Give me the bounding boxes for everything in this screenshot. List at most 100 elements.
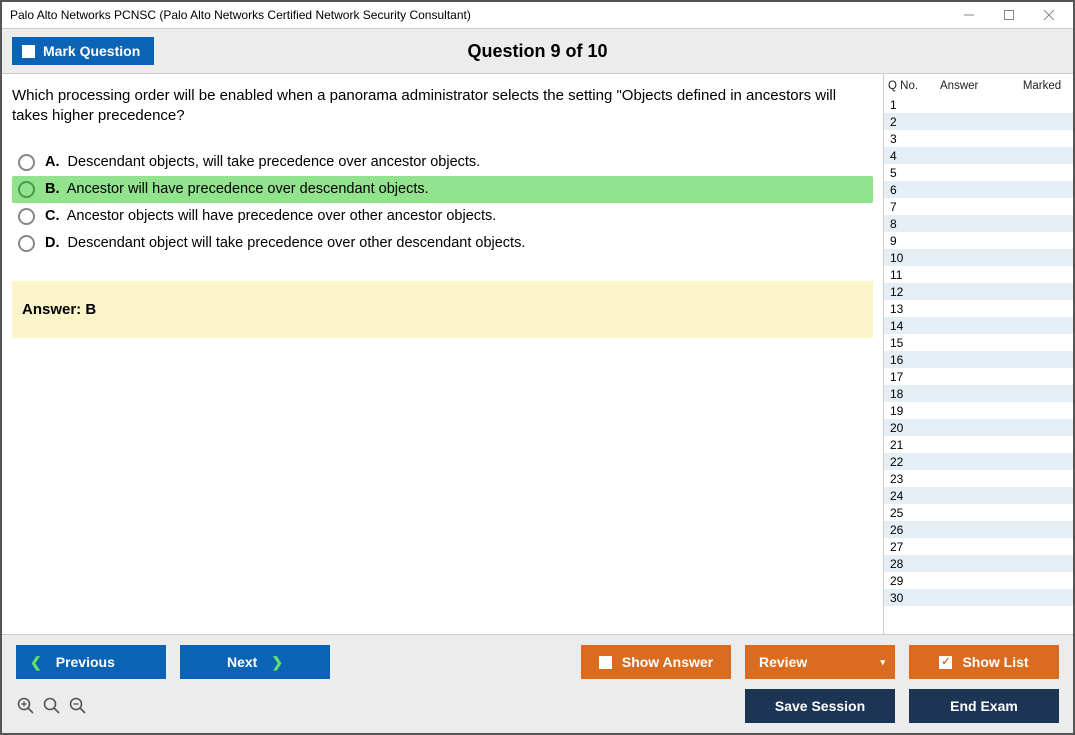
end-exam-label: End Exam bbox=[950, 698, 1018, 714]
review-button[interactable]: Review ▾ bbox=[745, 645, 895, 679]
col-qno: Q No. bbox=[888, 80, 932, 92]
question-number: 24 bbox=[890, 489, 920, 503]
question-list-row[interactable]: 23 bbox=[884, 470, 1073, 487]
previous-button[interactable]: ❮ Previous bbox=[16, 645, 166, 679]
question-list-row[interactable]: 11 bbox=[884, 266, 1073, 283]
question-number: 26 bbox=[890, 523, 920, 537]
question-list-row[interactable]: 30 bbox=[884, 589, 1073, 606]
window-controls bbox=[949, 3, 1069, 27]
close-button[interactable] bbox=[1029, 3, 1069, 27]
option-row[interactable]: B. Ancestor will have precedence over de… bbox=[12, 176, 873, 203]
question-list-row[interactable]: 24 bbox=[884, 487, 1073, 504]
question-list-row[interactable]: 1 bbox=[884, 96, 1073, 113]
question-number: 8 bbox=[890, 217, 920, 231]
question-list-row[interactable]: 2 bbox=[884, 113, 1073, 130]
question-list-row[interactable]: 5 bbox=[884, 164, 1073, 181]
question-list-row[interactable]: 20 bbox=[884, 419, 1073, 436]
option-label: B. Ancestor will have precedence over de… bbox=[45, 181, 429, 197]
question-number: 6 bbox=[890, 183, 920, 197]
titlebar: Palo Alto Networks PCNSC (Palo Alto Netw… bbox=[2, 2, 1073, 28]
show-list-button[interactable]: Show List bbox=[909, 645, 1059, 679]
question-number: 23 bbox=[890, 472, 920, 486]
checkbox-icon bbox=[599, 656, 612, 669]
next-button[interactable]: Next ❯ bbox=[180, 645, 330, 679]
question-number: 15 bbox=[890, 336, 920, 350]
question-list-row[interactable]: 28 bbox=[884, 555, 1073, 572]
save-session-button[interactable]: Save Session bbox=[745, 689, 895, 723]
question-list-row[interactable]: 15 bbox=[884, 334, 1073, 351]
question-number: 7 bbox=[890, 200, 920, 214]
minimize-button[interactable] bbox=[949, 3, 989, 27]
radio-icon bbox=[18, 208, 35, 225]
checkbox-icon bbox=[22, 45, 35, 58]
question-list-header: Q No. Answer Marked bbox=[884, 74, 1073, 96]
question-number: 10 bbox=[890, 251, 920, 265]
question-counter: Question 9 of 10 bbox=[467, 41, 607, 62]
content-area: Which processing order will be enabled w… bbox=[2, 74, 1073, 634]
question-list-row[interactable]: 21 bbox=[884, 436, 1073, 453]
radio-icon bbox=[18, 181, 35, 198]
question-number: 25 bbox=[890, 506, 920, 520]
question-list-row[interactable]: 17 bbox=[884, 368, 1073, 385]
show-answer-label: Show Answer bbox=[622, 654, 713, 670]
question-list-row[interactable]: 3 bbox=[884, 130, 1073, 147]
question-list-row[interactable]: 27 bbox=[884, 538, 1073, 555]
review-label: Review bbox=[759, 654, 807, 670]
question-list-row[interactable]: 26 bbox=[884, 521, 1073, 538]
question-list-row[interactable]: 29 bbox=[884, 572, 1073, 589]
answer-label: Answer: B bbox=[22, 301, 96, 318]
question-number: 4 bbox=[890, 149, 920, 163]
question-list-row[interactable]: 16 bbox=[884, 351, 1073, 368]
question-list-row[interactable]: 25 bbox=[884, 504, 1073, 521]
question-number: 27 bbox=[890, 540, 920, 554]
question-number: 13 bbox=[890, 302, 920, 316]
footer-row-2: Save Session End Exam bbox=[16, 689, 1059, 723]
question-list-row[interactable]: 22 bbox=[884, 453, 1073, 470]
question-list-row[interactable]: 7 bbox=[884, 198, 1073, 215]
question-number: 11 bbox=[890, 268, 920, 282]
question-number: 5 bbox=[890, 166, 920, 180]
question-number: 20 bbox=[890, 421, 920, 435]
zoom-in-icon[interactable] bbox=[16, 696, 36, 716]
question-list-row[interactable]: 12 bbox=[884, 283, 1073, 300]
question-list-row[interactable]: 13 bbox=[884, 300, 1073, 317]
question-number: 3 bbox=[890, 132, 920, 146]
option-label: C. Ancestor objects will have precedence… bbox=[45, 208, 496, 224]
option-row[interactable]: D. Descendant object will take precedenc… bbox=[12, 230, 873, 257]
end-exam-button[interactable]: End Exam bbox=[909, 689, 1059, 723]
zoom-reset-icon[interactable] bbox=[42, 696, 62, 716]
footer-bar: ❮ Previous Next ❯ Show Answer Review ▾ S… bbox=[2, 634, 1073, 733]
question-list-panel: Q No. Answer Marked 12345678910111213141… bbox=[883, 74, 1073, 634]
question-number: 17 bbox=[890, 370, 920, 384]
question-list-row[interactable]: 19 bbox=[884, 402, 1073, 419]
mark-question-button[interactable]: Mark Question bbox=[12, 37, 154, 65]
next-label: Next bbox=[227, 654, 257, 670]
question-list-row[interactable]: 14 bbox=[884, 317, 1073, 334]
chevron-down-icon: ▾ bbox=[880, 657, 885, 668]
maximize-button[interactable] bbox=[989, 3, 1029, 27]
question-list-row[interactable]: 10 bbox=[884, 249, 1073, 266]
zoom-out-icon[interactable] bbox=[68, 696, 88, 716]
question-number: 19 bbox=[890, 404, 920, 418]
previous-label: Previous bbox=[56, 654, 115, 670]
question-list-row[interactable]: 4 bbox=[884, 147, 1073, 164]
question-list-rows[interactable]: 1234567891011121314151617181920212223242… bbox=[884, 96, 1073, 634]
question-list-row[interactable]: 9 bbox=[884, 232, 1073, 249]
option-row[interactable]: A. Descendant objects, will take precede… bbox=[12, 149, 873, 176]
question-list-row[interactable]: 6 bbox=[884, 181, 1073, 198]
footer-row-1: ❮ Previous Next ❯ Show Answer Review ▾ S… bbox=[16, 645, 1059, 679]
question-number: 12 bbox=[890, 285, 920, 299]
zoom-controls bbox=[16, 696, 88, 716]
question-number: 9 bbox=[890, 234, 920, 248]
show-list-label: Show List bbox=[962, 654, 1028, 670]
question-number: 21 bbox=[890, 438, 920, 452]
question-list-row[interactable]: 8 bbox=[884, 215, 1073, 232]
question-number: 2 bbox=[890, 115, 920, 129]
show-answer-button[interactable]: Show Answer bbox=[581, 645, 731, 679]
option-row[interactable]: C. Ancestor objects will have precedence… bbox=[12, 203, 873, 230]
question-panel: Which processing order will be enabled w… bbox=[2, 74, 883, 634]
answer-box: Answer: B bbox=[12, 281, 873, 338]
question-number: 28 bbox=[890, 557, 920, 571]
question-list-row[interactable]: 18 bbox=[884, 385, 1073, 402]
chevron-left-icon: ❮ bbox=[30, 654, 42, 671]
